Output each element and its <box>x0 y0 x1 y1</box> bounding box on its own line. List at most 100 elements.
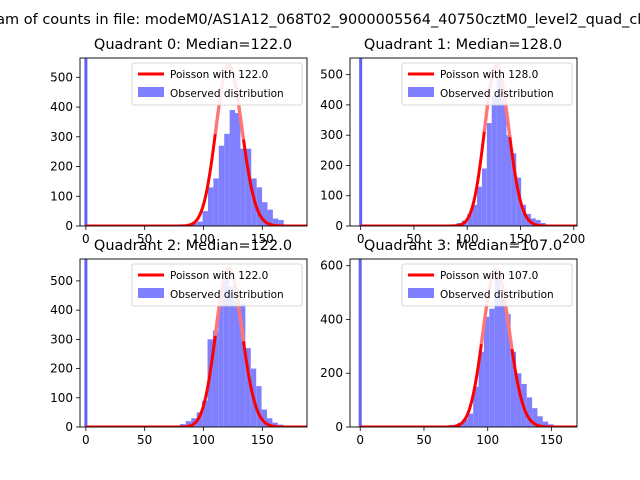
poisson-curve <box>85 63 307 226</box>
panel-title: Quadrant 0: Median=122.0 <box>94 37 292 53</box>
histogram-bar <box>481 168 487 226</box>
x-tick-label: 200 <box>562 232 585 246</box>
histogram-bar <box>496 74 502 226</box>
x-tick-label: 0 <box>357 232 365 246</box>
legend-hist-label: Observed distribution <box>170 88 284 100</box>
histogram-bar <box>229 286 235 427</box>
panel-quadrant-2: Quadrant 2: Median=122.0 0 50 100 150 0 100 20… <box>50 238 308 447</box>
axes-frame <box>349 258 578 428</box>
x-tick-label: 0 <box>82 232 90 246</box>
legend: Poisson with 128.0 Observed distribution <box>401 62 573 106</box>
histogram-bar <box>532 408 538 427</box>
legend-line-label: Poisson with 122.0 <box>170 69 268 81</box>
histogram-bar <box>473 386 479 427</box>
histogram-bar <box>494 276 500 427</box>
y-tick-label: 300 <box>50 332 73 346</box>
x-tick-label: 150 <box>509 232 532 246</box>
x-tick-label: 50 <box>406 232 421 246</box>
poisson-curve <box>85 266 307 427</box>
data-layer <box>84 259 307 427</box>
y-tick-label: 200 <box>50 362 73 376</box>
histogram-bar <box>501 98 507 226</box>
legend-box <box>401 263 573 307</box>
histogram-bar <box>467 213 473 226</box>
histogram-bar <box>267 418 273 427</box>
axes-frame <box>349 57 578 227</box>
x-tick-label: 50 <box>137 433 152 447</box>
histogram-bar <box>272 218 279 226</box>
panel-quadrant-1: Quadrant 1: Median=128.0 0 50 100 150 200 0 10… <box>320 37 585 246</box>
legend-box <box>131 263 303 307</box>
poisson-curve <box>359 268 577 427</box>
axes-frame <box>79 258 308 428</box>
histogram-bar <box>477 186 482 226</box>
y-tick-label: 400 <box>320 312 343 326</box>
plot-area: 0 50 100 150 200 0 100 200 300 400 500 Poisson with… <box>320 57 585 246</box>
legend: Poisson with 122.0 Observed distribution <box>131 62 303 106</box>
figure-title: Histogram of counts in file: modeM0/AS1A… <box>0 12 640 28</box>
axes-frame <box>79 57 308 227</box>
histogram-bar <box>483 316 490 427</box>
histogram-bar <box>245 148 252 226</box>
legend-hist-swatch <box>408 87 434 97</box>
histogram-bar <box>223 275 230 427</box>
zero-count-spike-bar <box>84 58 88 226</box>
histogram-bar <box>278 220 284 226</box>
y-tick-label: 600 <box>320 259 343 273</box>
y-tick-label: 0 <box>65 219 73 233</box>
histogram-bar <box>499 297 506 427</box>
plot-area: 0 50 100 150 0 200 400 600 Poisson with 107.0 Obs… <box>320 258 578 447</box>
panel-quadrant-3: Quadrant 3: Median=107.0 0 50 100 150 0 200 40… <box>320 238 578 447</box>
legend: Poisson with 122.0 Observed distribution <box>131 263 303 307</box>
y-tick-label: 200 <box>320 366 343 380</box>
histogram-bar <box>467 413 474 427</box>
histogram-bar <box>256 187 263 226</box>
histogram-bar <box>261 409 268 427</box>
x-tick-label: 0 <box>82 433 90 447</box>
histogram-bar <box>505 314 511 427</box>
histogram-bar <box>521 204 527 226</box>
x-tick-label: 100 <box>476 433 499 447</box>
data-layer <box>84 58 307 226</box>
y-tick-label: 100 <box>50 391 73 405</box>
histogram-bar <box>224 133 230 226</box>
panel-title: Quadrant 3: Median=107.0 <box>364 238 562 254</box>
histogram-bar <box>229 110 236 226</box>
x-tick-label: 150 <box>251 433 274 447</box>
y-tick-label: 100 <box>320 189 343 203</box>
histogram-bar <box>202 211 208 226</box>
legend-box <box>401 62 573 106</box>
x-tick-label: 100 <box>192 433 215 447</box>
histogram-bar <box>239 304 246 427</box>
x-tick-label: 100 <box>456 232 479 246</box>
histogram-bar <box>510 351 517 427</box>
histogram-bar <box>262 202 268 226</box>
x-tick-label: 100 <box>192 232 215 246</box>
plot-area: 0 50 100 150 0 100 200 300 400 500 Poisson with 12… <box>50 57 308 246</box>
histogram-bar <box>207 187 214 226</box>
x-tick-label: 0 <box>356 433 364 447</box>
x-tick-label: 50 <box>416 433 431 447</box>
histogram-bar <box>240 148 246 226</box>
zero-count-spike-bar <box>84 259 88 427</box>
x-tick-label: 150 <box>540 433 563 447</box>
y-tick-label: 0 <box>335 420 343 434</box>
legend-line-label: Poisson with 128.0 <box>440 69 538 81</box>
histogram-bar <box>516 373 522 427</box>
histogram-bar <box>516 177 522 226</box>
legend-hist-label: Observed distribution <box>170 289 284 301</box>
legend-hist-swatch <box>408 288 434 298</box>
legend-hist-label: Observed distribution <box>440 88 554 100</box>
histogram-bar <box>245 348 251 427</box>
histogram-bar <box>218 145 225 226</box>
legend-box <box>131 62 303 106</box>
legend-hist-swatch <box>138 87 164 97</box>
histogram-bar <box>256 386 262 427</box>
histogram-bar <box>526 397 533 427</box>
histogram-bar <box>213 178 219 226</box>
plot-area: 0 50 100 150 0 100 200 300 400 500 Poisson with 12… <box>50 258 308 447</box>
zero-count-spike-bar <box>359 58 363 226</box>
zero-count-spike-bar <box>358 259 362 427</box>
legend-line-label: Poisson with 107.0 <box>440 270 538 282</box>
